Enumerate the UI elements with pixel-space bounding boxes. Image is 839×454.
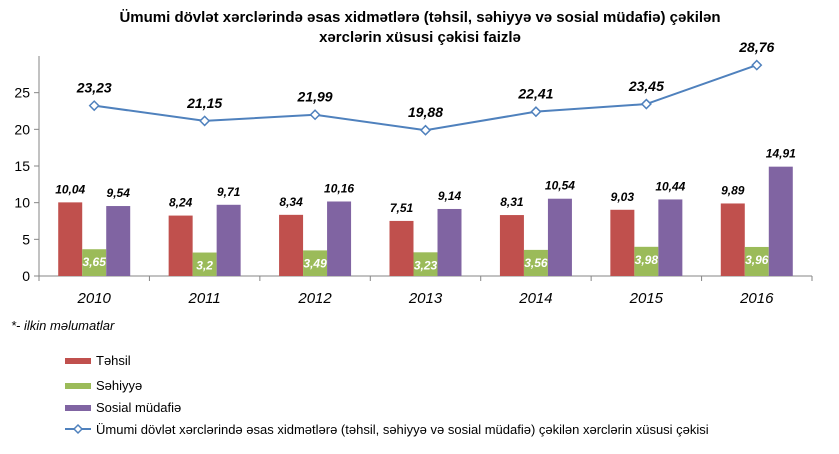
line-data-label: 23,23 xyxy=(76,80,112,96)
bar-data-label: 10,44 xyxy=(655,179,685,193)
x-tick-label: 2013 xyxy=(408,290,443,307)
legend-marker xyxy=(72,423,84,435)
bar-təhsil xyxy=(168,215,193,276)
y-tick-label: 15 xyxy=(14,158,30,174)
y-tick-label: 25 xyxy=(14,85,30,101)
bar-sosial-müdafiə xyxy=(547,198,572,276)
bar-data-label: 9,89 xyxy=(721,183,745,197)
bar-data-label: 9,54 xyxy=(107,186,131,200)
legend-swatch xyxy=(65,383,91,389)
bar-data-label: 8,24 xyxy=(169,196,193,210)
bar-data-label: 3,98 xyxy=(635,253,659,267)
bar-təhsil xyxy=(389,220,414,276)
bar-data-label: 3,96 xyxy=(745,253,769,267)
legend-label: Sosial müdafiə xyxy=(96,400,181,415)
y-tick-label: 20 xyxy=(14,121,30,137)
bar-data-label: 3,49 xyxy=(303,256,327,270)
legend-label: Ümumi dövlət xərclərində əsas xidmətlərə… xyxy=(96,422,709,437)
y-tick-label: 0 xyxy=(22,268,30,284)
bar-sosial-müdafiə xyxy=(658,199,683,276)
line-data-label: 19,88 xyxy=(408,104,443,120)
bar-data-label: 3,23 xyxy=(414,258,438,272)
line-point-marker xyxy=(419,124,432,136)
bar-data-label: 3,56 xyxy=(524,256,548,270)
bar-sosial-müdafiə xyxy=(216,204,241,276)
bar-səhiyyə xyxy=(634,246,659,276)
line-data-label: 22,41 xyxy=(517,86,553,102)
bar-data-label: 8,34 xyxy=(279,195,303,209)
bar-səhiyyə xyxy=(192,252,217,276)
x-tick-label: 2012 xyxy=(297,290,332,307)
legend: Təhsil Səhiyyə Sosial müdafiə Ümumi dövlət … xyxy=(65,353,709,437)
line-point-marker xyxy=(309,109,321,121)
bar-data-label: 10,54 xyxy=(545,179,575,193)
bar-təhsil xyxy=(58,202,83,276)
line-point-marker xyxy=(88,100,100,112)
bar-sosial-müdafiə xyxy=(768,166,793,276)
line-point-marker xyxy=(640,98,652,110)
x-tick-label: 2010 xyxy=(77,290,112,307)
x-tick-label: 2014 xyxy=(518,290,552,307)
legend-label: Təhsil xyxy=(96,353,131,368)
bar-təhsil xyxy=(610,209,635,276)
y-tick-label: 5 xyxy=(22,231,30,247)
bar-data-label: 3,65 xyxy=(83,255,107,269)
bar-sosial-müdafiə xyxy=(437,208,462,276)
bar-data-label: 10,16 xyxy=(324,181,354,195)
line-data-label: 21,99 xyxy=(297,89,333,105)
legend-label: Səhiyyə xyxy=(96,378,142,393)
line-point-marker xyxy=(530,106,542,118)
plot-area: 0 5 10 15 20 25 2010 2011 2012 2013 2014 2015 2016 10… xyxy=(14,39,813,307)
legend-swatch xyxy=(65,405,91,411)
bar-təhsil xyxy=(720,203,745,276)
bar-səhiyyə xyxy=(744,246,769,276)
bar-data-label: 9,03 xyxy=(611,190,635,204)
bar-data-label: 9,14 xyxy=(438,189,462,203)
bar-səhiyyə xyxy=(413,252,438,276)
line-point-marker xyxy=(199,115,211,127)
chart-title-line-1: Ümumi dövlət xərclərində əsas xidmətlərə… xyxy=(119,9,720,26)
bar-təhsil xyxy=(499,215,524,276)
line-point-marker xyxy=(751,59,763,71)
bar-sosial-müdafiə xyxy=(106,206,131,276)
bar-data-label: 8,31 xyxy=(500,195,524,209)
bar-səhiyyə xyxy=(82,249,107,276)
legend-swatch xyxy=(65,358,91,364)
x-tick-label: 2015 xyxy=(629,290,664,307)
bar-səhiyyə xyxy=(303,250,328,276)
line-data-label: 28,76 xyxy=(738,39,774,55)
bar-data-label: 10,04 xyxy=(55,182,85,196)
line-data-label: 23,45 xyxy=(628,78,664,94)
y-tick-label: 10 xyxy=(14,195,30,211)
bar-data-label: 7,51 xyxy=(390,201,414,215)
bar-təhsil xyxy=(279,214,304,276)
x-tick-label: 2011 xyxy=(188,290,221,307)
bar-data-label: 14,91 xyxy=(766,147,796,161)
bar-data-label: 3,2 xyxy=(196,259,213,273)
x-tick-label: 2016 xyxy=(739,290,774,307)
bar-sosial-müdafiə xyxy=(327,201,352,276)
footnote: *- ilkin məlumatlar xyxy=(11,318,115,333)
bar-data-label: 9,71 xyxy=(217,185,241,199)
bar-səhiyyə xyxy=(523,249,548,276)
chart-title-line-2: xərclərin xüsusi çəkisi faizlə xyxy=(319,29,521,46)
line-data-label: 21,15 xyxy=(186,95,222,111)
